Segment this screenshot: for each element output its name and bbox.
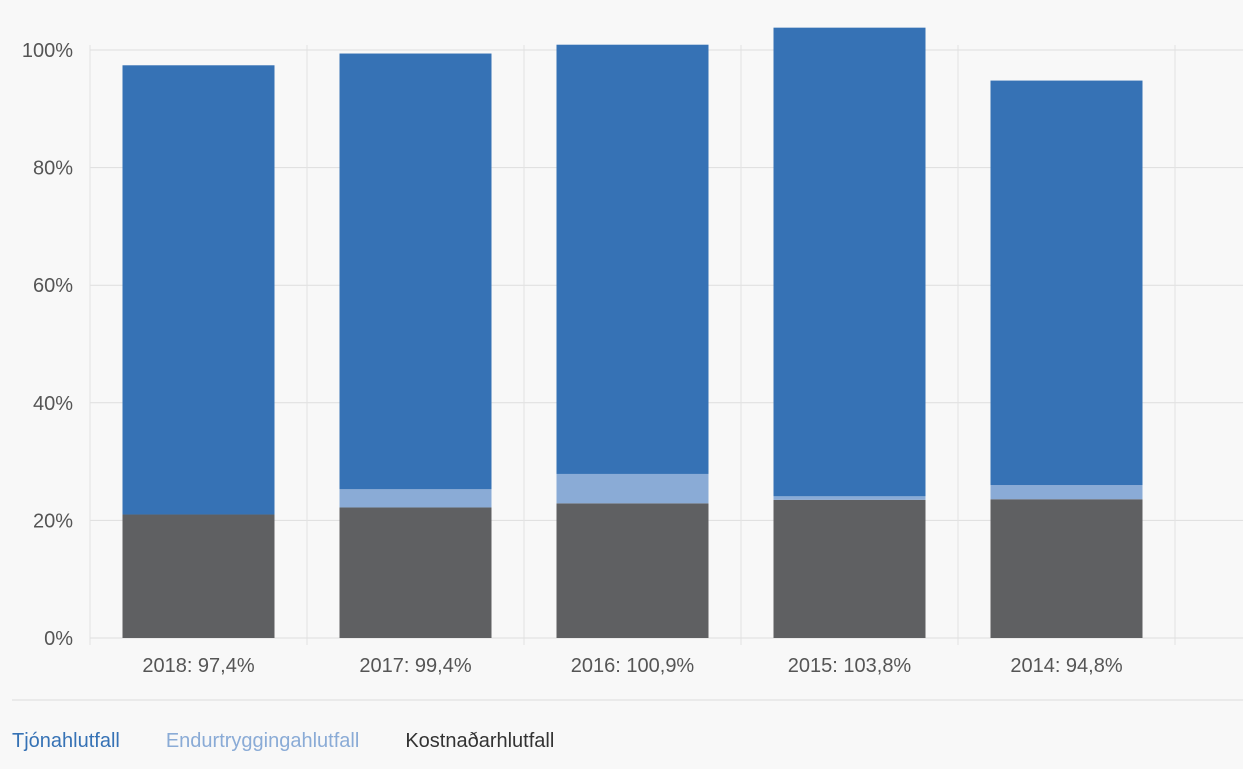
y-tick-label: 80%: [33, 158, 73, 180]
bar-kostna-arhlutfall: [556, 503, 709, 638]
bar-kostna-arhlutfall: [339, 507, 492, 638]
legend: Tjónahlutfall Endurtryggingahlutfall Kos…: [12, 730, 554, 753]
bar-kostna-arhlutfall: [122, 514, 275, 638]
legend-item-endurtryggingahlutfall[interactable]: Endurtryggingahlutfall: [165, 730, 360, 752]
bar-endurtryggingahlutfall: [339, 489, 492, 508]
y-tick-label: 100%: [22, 40, 73, 62]
y-tick-label: 20%: [33, 510, 73, 532]
bar-endurtryggingahlutfall: [990, 485, 1143, 500]
y-tick-label: 60%: [33, 275, 73, 297]
bar-endurtryggingahlutfall: [556, 473, 709, 504]
y-tick-label: 40%: [33, 393, 73, 415]
x-tick-label: 2016: 100,9%: [571, 655, 695, 677]
y-tick-label: 0%: [44, 628, 73, 650]
bar-kostna-arhlutfall: [773, 499, 926, 638]
legend-item-kostnadarhlutfall[interactable]: Kostnaðarhlutfall: [405, 730, 555, 752]
x-tick-label: 2014: 94,8%: [1010, 655, 1123, 677]
legend-item-tjonahlutfall[interactable]: Tjónahlutfall: [12, 730, 120, 752]
x-tick-label: 2015: 103,8%: [788, 655, 912, 677]
x-tick-label: 2018: 97,4%: [142, 655, 255, 677]
bar-tj-nahlutfall: [556, 44, 709, 474]
bar-tj-nahlutfall: [122, 65, 275, 515]
bar-kostna-arhlutfall: [990, 499, 1143, 638]
bar-endurtryggingahlutfall: [773, 496, 926, 500]
bar-tj-nahlutfall: [773, 27, 926, 497]
bar-tj-nahlutfall: [339, 53, 492, 490]
bar-tj-nahlutfall: [990, 80, 1143, 486]
x-tick-label: 2017: 99,4%: [359, 655, 472, 677]
